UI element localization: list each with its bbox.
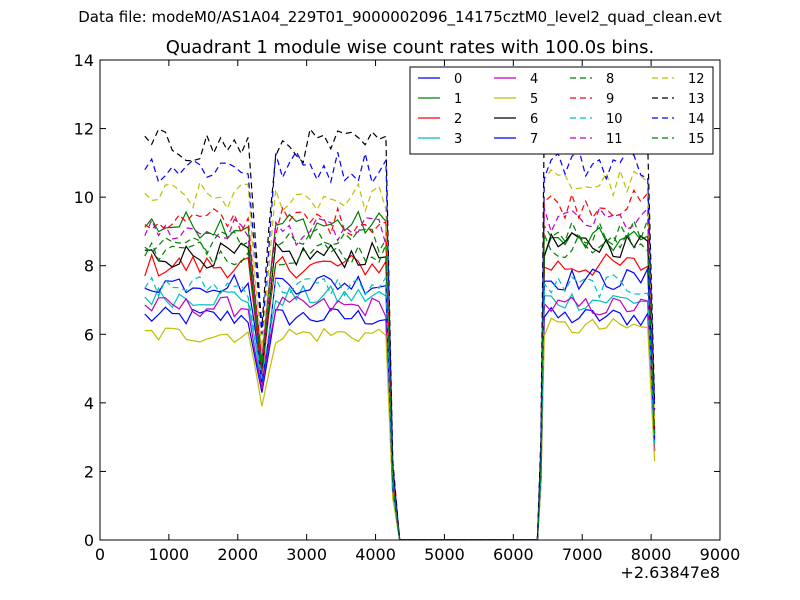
legend-label-9: 9 [606,92,614,107]
series-line-5 [144,317,656,540]
legend-label-15: 15 [688,132,705,147]
y-tick-label: 6 [84,325,94,344]
x-tick-label: 2000 [217,545,258,564]
plot-frame [99,59,721,541]
y-tick-label: 10 [74,188,94,207]
series-line-8 [144,218,656,540]
legend-label-7: 7 [530,132,538,147]
x-tick-label: 7000 [562,545,603,564]
legend-box [409,66,714,155]
legend-label-14: 14 [688,112,705,127]
data-file-suptitle: Data file: modeM0/AS1A04_229T01_90000020… [78,8,722,26]
legend-label-10: 10 [606,112,623,127]
legend-label-2: 2 [454,112,462,127]
x-tick-label: 1000 [149,545,190,564]
axes: 0 1000 2000 3000 4000 5000 6000 7000 8000 9000 0 2 4… [74,51,741,564]
x-tick-label: 8000 [631,545,672,564]
series-line-4 [144,295,656,540]
x-tick-label: 5000 [424,545,465,564]
series-lines [144,117,656,540]
series-line-11 [144,206,656,540]
x-tick-label: 4000 [355,545,396,564]
legend-label-13: 13 [688,92,705,107]
y-tick-label: 12 [74,120,94,139]
series-line-3 [144,284,656,540]
series-line-9 [144,188,656,540]
chart-title: Quadrant 1 module wise count rates with … [165,37,655,58]
x-tick-label: 0 [95,545,105,564]
series-line-14 [144,148,656,540]
series-line-13 [144,117,656,540]
legend-label-8: 8 [606,72,614,87]
legend-label-3: 3 [454,132,462,147]
series-line-2 [144,253,656,540]
x-offset-label: +2.63847e8 [620,563,720,582]
legend-label-11: 11 [606,132,623,147]
y-tick-label: 8 [84,257,94,276]
series-line-0 [144,306,656,540]
y-tick-label: 4 [84,394,94,413]
legend-label-5: 5 [530,92,538,107]
legend-label-4: 4 [530,72,538,87]
series-line-15 [144,232,656,540]
series-line-6 [144,231,656,540]
legend-label-6: 6 [530,112,538,127]
series-line-12 [144,168,656,540]
x-tick-label: 6000 [493,545,534,564]
y-tick-label: 2 [84,462,94,481]
x-tick-label: 3000 [286,545,327,564]
x-tick-label: 9000 [700,545,741,564]
legend-label-0: 0 [454,72,462,87]
y-tick-label: 0 [84,531,94,550]
series-line-7 [144,268,656,540]
series-line-1 [144,210,656,540]
legend-label-1: 1 [454,92,462,107]
legend-label-12: 12 [688,72,705,87]
series-line-10 [144,274,656,540]
y-tick-label: 14 [74,51,94,70]
